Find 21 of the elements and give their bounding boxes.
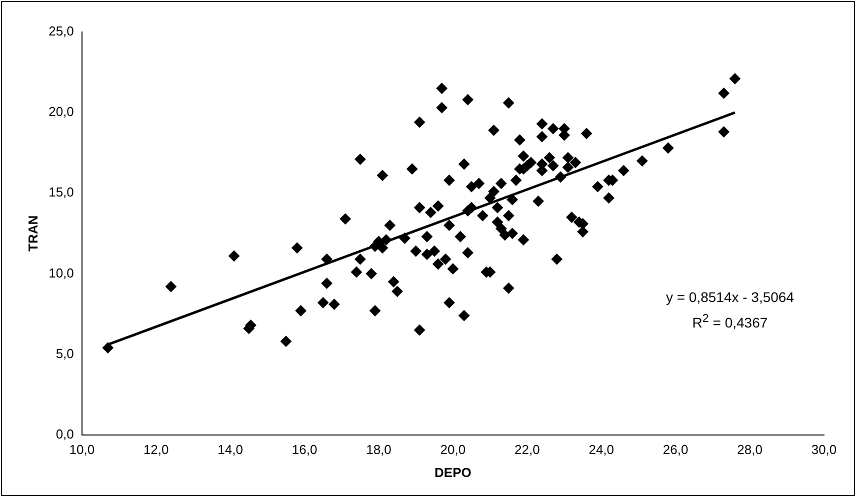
y-tick-label: 20,0 [48, 104, 74, 120]
x-axis-title: DEPO [434, 464, 472, 480]
x-tick-label: 28,0 [737, 442, 762, 458]
x-tick-label: 14,0 [218, 442, 243, 458]
x-tick-label: 30,0 [811, 442, 837, 458]
x-tick-label: 18,0 [366, 442, 392, 458]
annotation: y = 0,8514x - 3,5064 [666, 288, 794, 307]
y-tick-label: 0,0 [56, 426, 74, 442]
x-tick-label: 16,0 [292, 442, 318, 458]
x-tick-label: 22,0 [514, 442, 540, 458]
y-tick-label: 5,0 [56, 346, 74, 361]
x-tick-label: 10,0 [69, 442, 95, 458]
annotation: R$^{2}$ = 0,4367 [691, 310, 769, 332]
y-tick-label: 25,0 [48, 24, 74, 39]
y-axis-title: TRAN [25, 215, 40, 252]
x-tick-label: 20,0 [440, 442, 466, 458]
y-tick-label: 10,0 [48, 265, 74, 280]
x-tick-label: 26,0 [662, 442, 688, 458]
y-tick-label: 15,0 [48, 184, 74, 200]
x-tick-label: 24,0 [588, 442, 614, 458]
x-tick-label: 12,0 [143, 442, 169, 458]
